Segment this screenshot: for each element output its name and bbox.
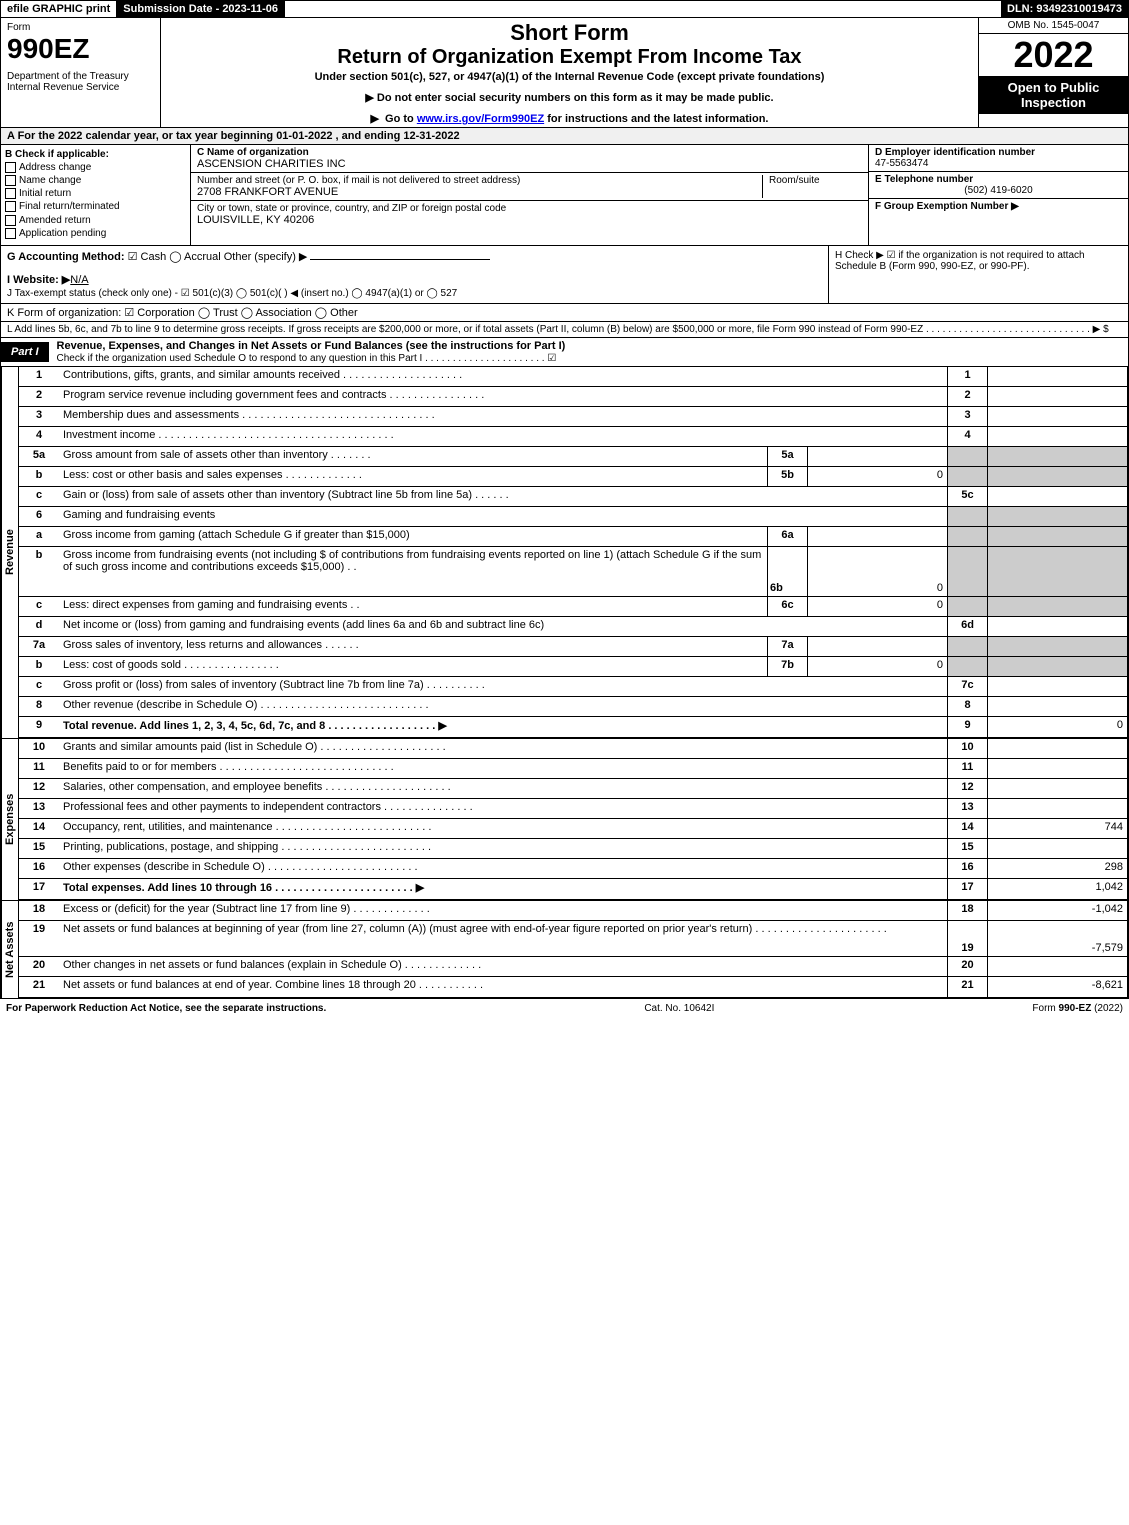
section-d: D Employer identification number 47-5563… — [869, 145, 1128, 172]
e-label: E Telephone number — [875, 174, 1122, 185]
ein: 47-5563474 — [875, 158, 1122, 169]
line-17: 17Total expenses. Add lines 10 through 1… — [19, 879, 1127, 899]
netassets-label: Net Assets — [1, 901, 18, 998]
part1-title: Revenue, Expenses, and Changes in Net As… — [49, 338, 574, 366]
c-name-label: C Name of organization — [197, 147, 346, 158]
section-k: K Form of organization: ☑ Corporation ◯ … — [0, 304, 1129, 322]
section-f: F Group Exemption Number ▶ — [869, 199, 1128, 214]
b-label: B Check if applicable: — [5, 149, 186, 160]
goto-post: for instructions and the latest informat… — [547, 113, 768, 125]
c-city-label: City or town, state or province, country… — [197, 203, 506, 214]
netassets-block: Net Assets 18Excess or (deficit) for the… — [0, 901, 1129, 999]
header-left: Form 990EZ Department of the Treasury In… — [1, 18, 161, 127]
info-right: D Employer identification number 47-5563… — [868, 145, 1128, 245]
line-5a: 5aGross amount from sale of assets other… — [19, 447, 1127, 467]
line-19: 19Net assets or fund balances at beginni… — [19, 921, 1127, 957]
line-6d: dNet income or (loss) from gaming and fu… — [19, 617, 1127, 637]
form-title: Return of Organization Exempt From Incom… — [167, 46, 972, 69]
b-opt-initial[interactable]: Initial return — [5, 188, 186, 199]
line-6: 6Gaming and fundraising events — [19, 507, 1127, 527]
line-10: 10Grants and similar amounts paid (list … — [19, 739, 1127, 759]
expenses-label: Expenses — [1, 739, 18, 900]
dln: DLN: 93492310019473 — [1001, 1, 1128, 17]
line-12: 12Salaries, other compensation, and empl… — [19, 779, 1127, 799]
line-7c: cGross profit or (loss) from sales of in… — [19, 677, 1127, 697]
line-5c: cGain or (loss) from sale of assets othe… — [19, 487, 1127, 507]
b-opt-final[interactable]: Final return/terminated — [5, 201, 186, 212]
ssn-note: Do not enter social security numbers on … — [167, 91, 972, 104]
line-11: 11Benefits paid to or for members . . . … — [19, 759, 1127, 779]
expenses-block: Expenses 10Grants and similar amounts pa… — [0, 739, 1129, 901]
section-a: A For the 2022 calendar year, or tax yea… — [0, 128, 1129, 145]
line-6b: bGross income from fundraising events (n… — [19, 547, 1127, 597]
b-opt-address[interactable]: Address change — [5, 162, 186, 173]
room-label: Room/suite — [769, 175, 862, 186]
form-header: Form 990EZ Department of the Treasury In… — [0, 18, 1129, 128]
telephone: (502) 419-6020 — [875, 185, 1122, 196]
b-opt-amended[interactable]: Amended return — [5, 215, 186, 226]
line-7b: bLess: cost of goods sold . . . . . . . … — [19, 657, 1127, 677]
line-9: 9Total revenue. Add lines 1, 2, 3, 4, 5c… — [19, 717, 1127, 737]
line-13: 13Professional fees and other payments t… — [19, 799, 1127, 819]
section-j: J Tax-exempt status (check only one) - ☑… — [7, 288, 822, 299]
line-4: 4Investment income . . . . . . . . . . .… — [19, 427, 1127, 447]
b-opt-name[interactable]: Name change — [5, 175, 186, 186]
f-label: F Group Exemption Number ▶ — [875, 201, 1019, 212]
line-14: 14Occupancy, rent, utilities, and mainte… — [19, 819, 1127, 839]
irs-link[interactable]: www.irs.gov/Form990EZ — [417, 113, 544, 125]
line-2: 2Program service revenue including gover… — [19, 387, 1127, 407]
line-15: 15Printing, publications, postage, and s… — [19, 839, 1127, 859]
form-label: Form — [7, 22, 154, 33]
line-6a: aGross income from gaming (attach Schedu… — [19, 527, 1127, 547]
section-g: G Accounting Method: ☑ Cash ◯ Accrual Ot… — [7, 250, 822, 263]
form-number: 990EZ — [7, 33, 154, 65]
efile-label[interactable]: efile GRAPHIC print — [1, 1, 117, 17]
section-h: H Check ▶ ☑ if the organization is not r… — [828, 246, 1128, 303]
open-inspection: Open to Public Inspection — [979, 76, 1128, 114]
c-street-label: Number and street (or P. O. box, if mail… — [197, 175, 762, 186]
line-20: 20Other changes in net assets or fund ba… — [19, 957, 1127, 977]
d-label: D Employer identification number — [875, 147, 1122, 158]
section-c: C Name of organization ASCENSION CHARITI… — [191, 145, 868, 245]
footer-mid: Cat. No. 10642I — [644, 1003, 714, 1014]
b-opt-pending[interactable]: Application pending — [5, 228, 186, 239]
part1-header: Part I Revenue, Expenses, and Changes in… — [0, 338, 1129, 367]
org-city: LOUISVILLE, KY 40206 — [197, 214, 506, 226]
line-16: 16Other expenses (describe in Schedule O… — [19, 859, 1127, 879]
org-street: 2708 FRANKFORT AVENUE — [197, 186, 762, 198]
line-3: 3Membership dues and assessments . . . .… — [19, 407, 1127, 427]
line-1: 1Contributions, gifts, grants, and simil… — [19, 367, 1127, 387]
top-bar: efile GRAPHIC print Submission Date - 20… — [0, 0, 1129, 18]
revenue-block: Revenue 1Contributions, gifts, grants, a… — [0, 367, 1129, 739]
line-21: 21Net assets or fund balances at end of … — [19, 977, 1127, 997]
revenue-label: Revenue — [1, 367, 18, 738]
short-form-title: Short Form — [167, 20, 972, 46]
section-b: B Check if applicable: Address change Na… — [1, 145, 191, 245]
line-7a: 7aGross sales of inventory, less returns… — [19, 637, 1127, 657]
footer-left: For Paperwork Reduction Act Notice, see … — [6, 1003, 326, 1014]
page-footer: For Paperwork Reduction Act Notice, see … — [0, 999, 1129, 1018]
org-name: ASCENSION CHARITIES INC — [197, 158, 346, 170]
dept-label: Department of the Treasury Internal Reve… — [7, 71, 154, 93]
line-5b: bLess: cost or other basis and sales exp… — [19, 467, 1127, 487]
goto-pre: Go to — [385, 113, 417, 125]
line-6c: cLess: direct expenses from gaming and f… — [19, 597, 1127, 617]
form-subtitle: Under section 501(c), 527, or 4947(a)(1)… — [167, 71, 972, 83]
submission-date: Submission Date - 2023-11-06 — [117, 1, 285, 17]
section-i: I Website: ▶N/A — [7, 273, 822, 286]
gh-row: G Accounting Method: ☑ Cash ◯ Accrual Ot… — [0, 246, 1129, 304]
omb-number: OMB No. 1545-0047 — [979, 18, 1128, 34]
line-8: 8Other revenue (describe in Schedule O) … — [19, 697, 1127, 717]
part1-tab: Part I — [1, 342, 49, 362]
info-grid: B Check if applicable: Address change Na… — [0, 145, 1129, 246]
tax-year: 2022 — [979, 34, 1128, 76]
line-18: 18Excess or (deficit) for the year (Subt… — [19, 901, 1127, 921]
goto-note: Go to www.irs.gov/Form990EZ for instruct… — [167, 112, 972, 125]
section-e: E Telephone number (502) 419-6020 — [869, 172, 1128, 199]
section-l: L Add lines 5b, 6c, and 7b to line 9 to … — [0, 322, 1129, 338]
header-right: OMB No. 1545-0047 2022 Open to Public In… — [978, 18, 1128, 127]
footer-right: Form 990-EZ (2022) — [1032, 1003, 1123, 1014]
header-middle: Short Form Return of Organization Exempt… — [161, 18, 978, 127]
